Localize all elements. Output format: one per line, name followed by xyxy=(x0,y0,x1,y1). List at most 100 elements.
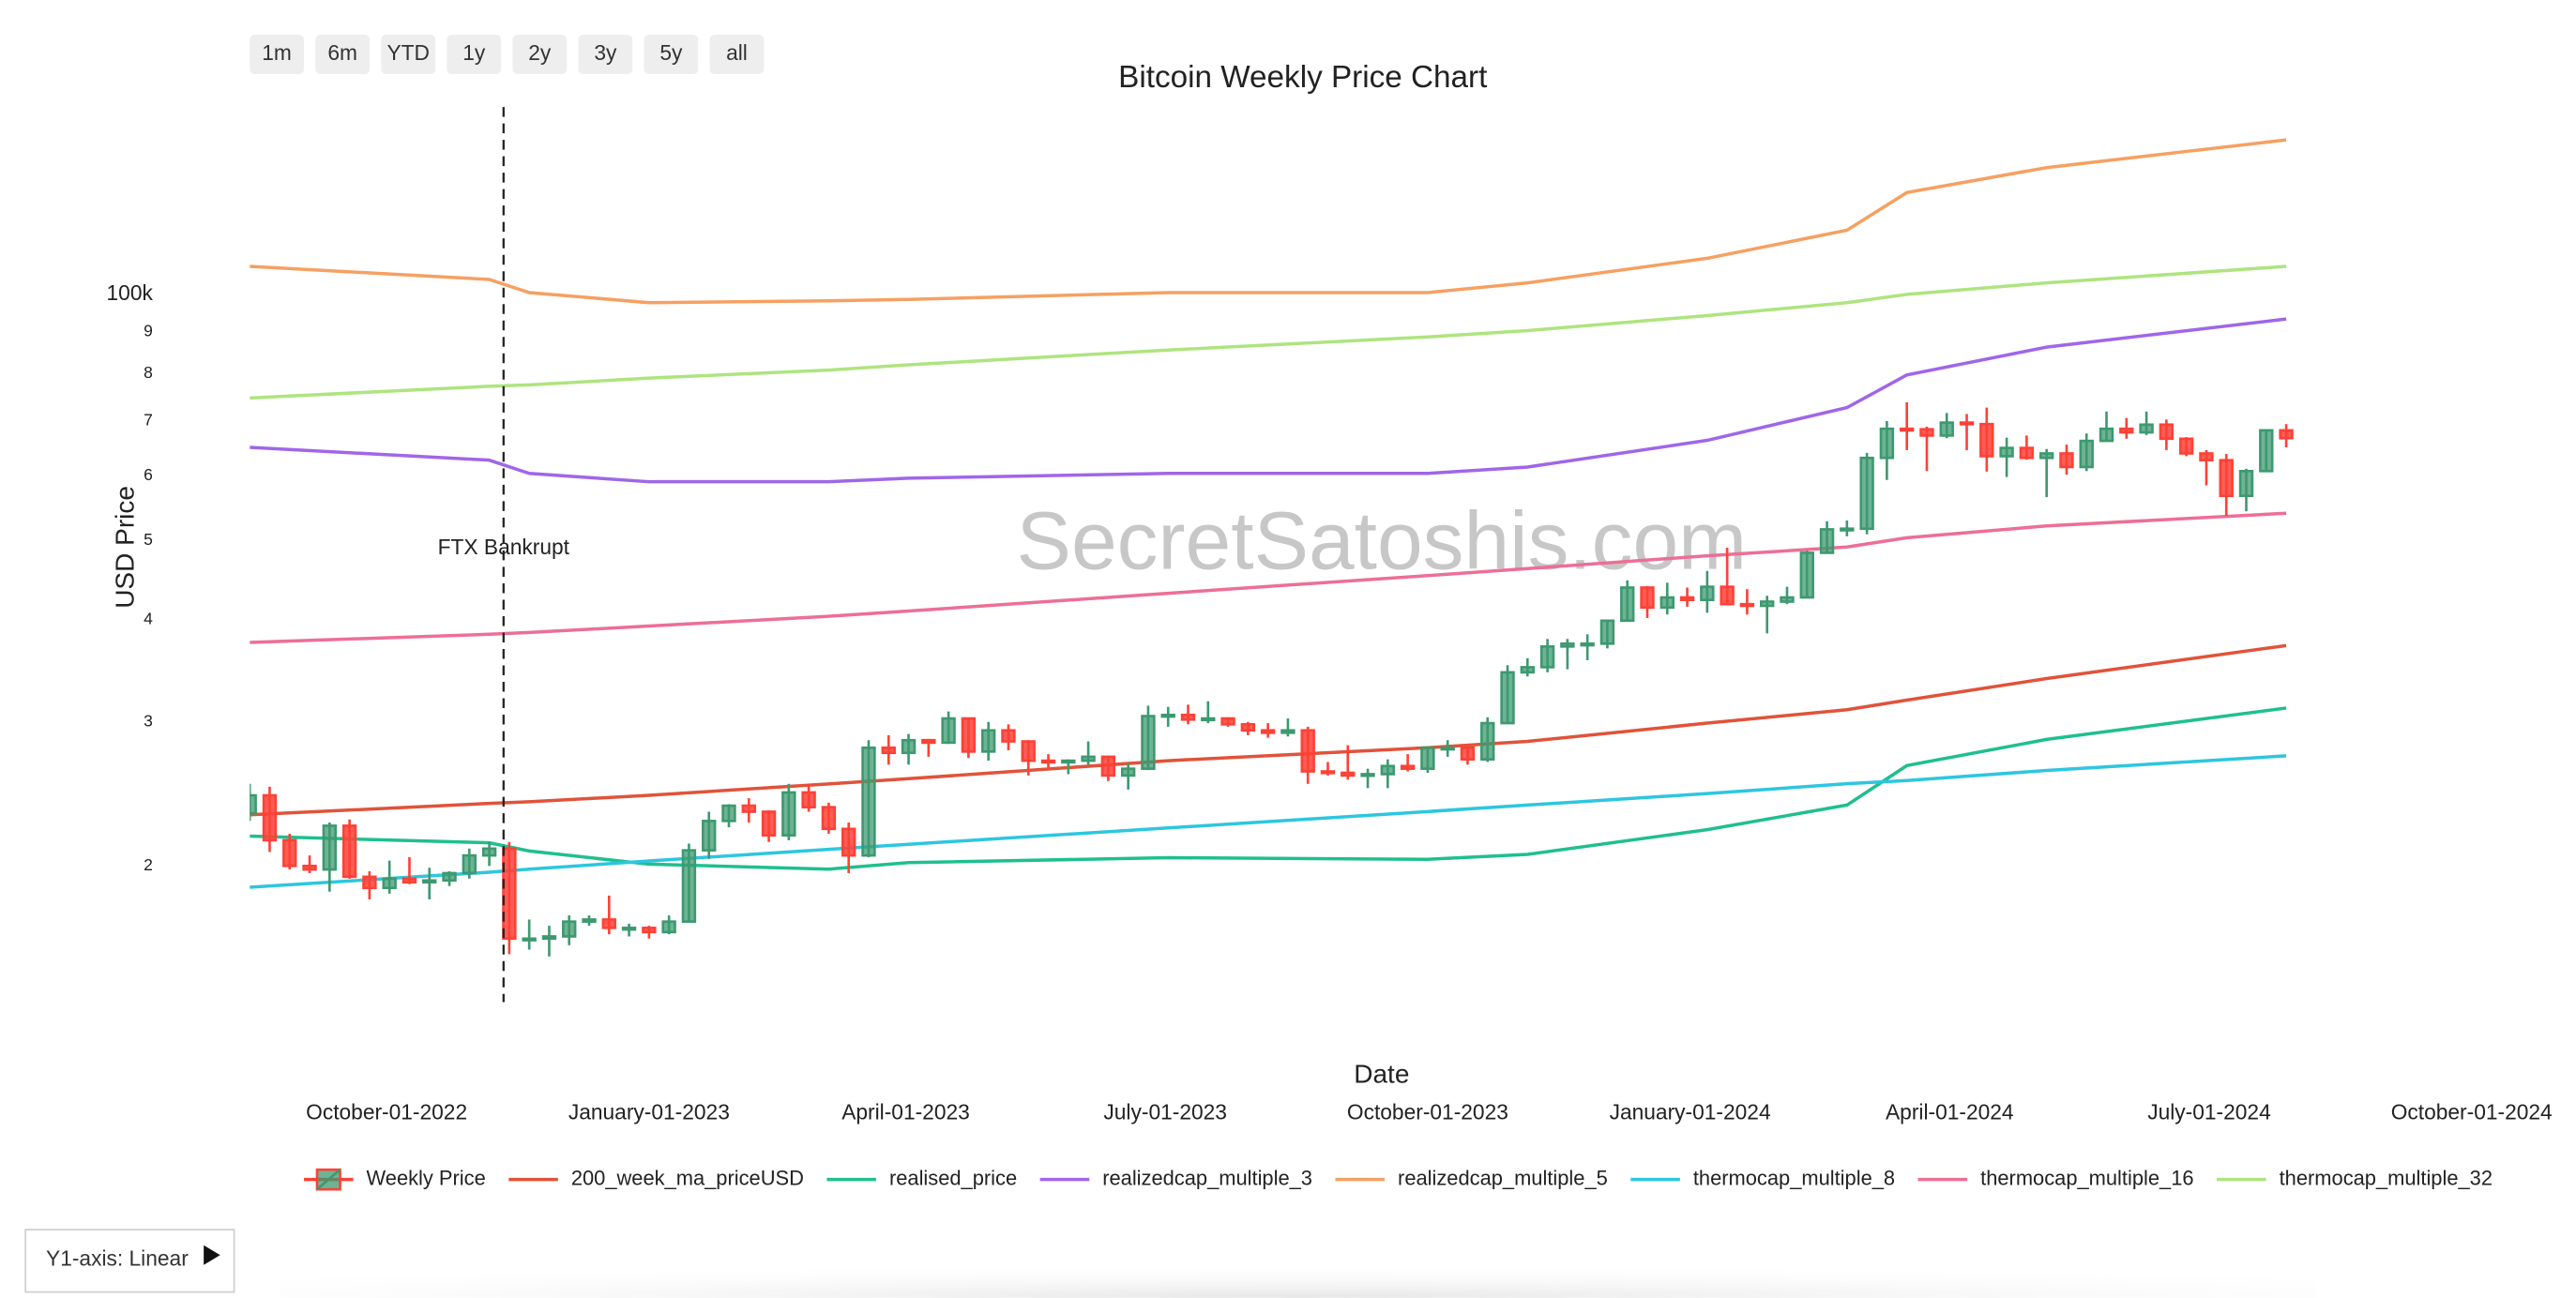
button-bg[interactable] xyxy=(644,35,699,75)
candle xyxy=(2019,435,2035,460)
candle-body xyxy=(621,927,637,931)
legend-item[interactable]: thermocap_multiple_8 xyxy=(1630,1166,1895,1189)
candle xyxy=(1001,724,1016,750)
candle xyxy=(1539,639,1555,672)
candle-body xyxy=(1201,717,1216,722)
button-bg[interactable] xyxy=(512,35,568,75)
candle-body xyxy=(1120,767,1136,777)
toggle-label[interactable]: Y1-axis: Linear xyxy=(46,1245,189,1270)
candle-body xyxy=(741,804,756,813)
legend-label[interactable]: realizedcap_multiple_3 xyxy=(1102,1166,1312,1189)
legend-label[interactable]: thermocap_multiple_8 xyxy=(1693,1166,1895,1189)
legend-item[interactable]: realizedcap_multiple_5 xyxy=(1335,1166,1608,1189)
candle-body xyxy=(821,806,837,831)
legend-label[interactable]: realizedcap_multiple_5 xyxy=(1398,1166,1608,1189)
candle-body xyxy=(841,827,856,857)
legend-item[interactable]: realizedcap_multiple_3 xyxy=(1039,1166,1312,1189)
button-label[interactable]: YTD xyxy=(386,40,430,65)
indicator-line xyxy=(250,643,2287,817)
candle xyxy=(1280,718,1296,737)
candle xyxy=(1899,401,1915,450)
button-label[interactable]: 6m xyxy=(327,40,357,65)
candle xyxy=(1320,762,1336,776)
legend-label[interactable]: Weekly Price xyxy=(367,1166,486,1189)
y-tick-label: 3 xyxy=(144,711,153,730)
x-tick-label: October-01-2024 xyxy=(2391,1100,2553,1124)
range-button[interactable]: 2y xyxy=(512,35,568,75)
legend-item[interactable]: realised_price xyxy=(826,1166,1017,1189)
candle-body xyxy=(1539,645,1555,669)
y-tick-label: 9 xyxy=(144,321,153,340)
y-tick-label: 5 xyxy=(144,530,153,549)
candle-body xyxy=(402,877,417,884)
x-axis: October-01-2022 January-01-2023 April-01-2… xyxy=(306,1100,2553,1124)
button-label[interactable]: 5y xyxy=(659,40,683,65)
button-bg[interactable] xyxy=(447,35,502,75)
button-bg[interactable] xyxy=(578,35,633,75)
candle xyxy=(702,811,717,859)
range-button[interactable]: 1m xyxy=(250,35,304,75)
button-bg[interactable] xyxy=(315,35,371,75)
y-axis-title: USD Price xyxy=(110,486,139,609)
candle xyxy=(502,841,517,955)
x-tick-label: October-01-2022 xyxy=(306,1100,467,1124)
legend-label[interactable]: thermocap_multiple_32 xyxy=(2280,1166,2493,1189)
candle xyxy=(250,783,257,822)
legend-item[interactable]: thermocap_multiple_16 xyxy=(1917,1166,2194,1189)
button-bg[interactable] xyxy=(709,35,765,75)
candle xyxy=(1021,740,1036,776)
y-axis-toggle[interactable]: Y1-axis: Linear xyxy=(24,1229,235,1293)
candle-body xyxy=(481,847,497,857)
candle-body xyxy=(1380,764,1396,776)
candle xyxy=(1580,634,1595,660)
candle-body xyxy=(2099,427,2114,443)
candle xyxy=(1959,414,1975,450)
range-button[interactable]: 3y xyxy=(578,35,633,75)
candle-body xyxy=(1679,596,1695,601)
candle-body xyxy=(422,879,437,884)
range-button[interactable]: 1y xyxy=(447,35,502,75)
legend-label[interactable]: realised_price xyxy=(889,1166,1017,1189)
button-label[interactable]: 2y xyxy=(528,40,552,65)
candle xyxy=(522,919,537,950)
candle xyxy=(1120,762,1136,790)
button-label[interactable]: all xyxy=(726,40,748,65)
legend-item[interactable]: thermocap_multiple_32 xyxy=(2217,1166,2493,1189)
candle-body xyxy=(341,824,357,879)
candle-body xyxy=(1560,641,1575,648)
candle xyxy=(282,833,297,870)
button-bg[interactable] xyxy=(250,35,304,75)
candle-body xyxy=(502,847,517,941)
candle-body xyxy=(302,865,317,871)
button-label[interactable]: 3y xyxy=(594,40,617,65)
indicator-line xyxy=(250,138,2287,305)
indicator-line xyxy=(250,264,2287,400)
legend-item[interactable]: Weekly Price xyxy=(303,1166,486,1191)
candle xyxy=(841,823,856,873)
candle-body xyxy=(661,920,676,934)
candle-body xyxy=(1160,713,1175,718)
candle xyxy=(1460,746,1476,765)
legend-label[interactable]: 200_week_ma_priceUSD xyxy=(571,1166,804,1189)
range-button[interactable]: 5y xyxy=(644,35,699,75)
button-bg[interactable] xyxy=(381,35,436,75)
candle-body xyxy=(2139,423,2154,434)
candle xyxy=(1599,619,1615,649)
button-label[interactable]: 1m xyxy=(262,40,292,65)
candle-body xyxy=(1100,755,1116,777)
range-button[interactable]: all xyxy=(709,35,765,75)
y-tick-label: 8 xyxy=(144,363,153,382)
legend-label[interactable]: thermocap_multiple_16 xyxy=(1980,1166,2193,1189)
range-button[interactable]: YTD xyxy=(381,35,436,75)
range-button[interactable]: 6m xyxy=(315,35,371,75)
candle-body xyxy=(881,746,896,755)
candle xyxy=(1739,589,1755,615)
button-label[interactable]: 1y xyxy=(462,40,486,65)
legend-item[interactable]: 200_week_ma_priceUSD xyxy=(508,1166,804,1189)
candle-body xyxy=(1520,666,1536,674)
candle xyxy=(1141,705,1156,771)
toggle-box[interactable] xyxy=(24,1229,235,1293)
candle-body xyxy=(980,729,996,753)
candle xyxy=(2279,424,2294,448)
candle-body xyxy=(1400,764,1416,770)
